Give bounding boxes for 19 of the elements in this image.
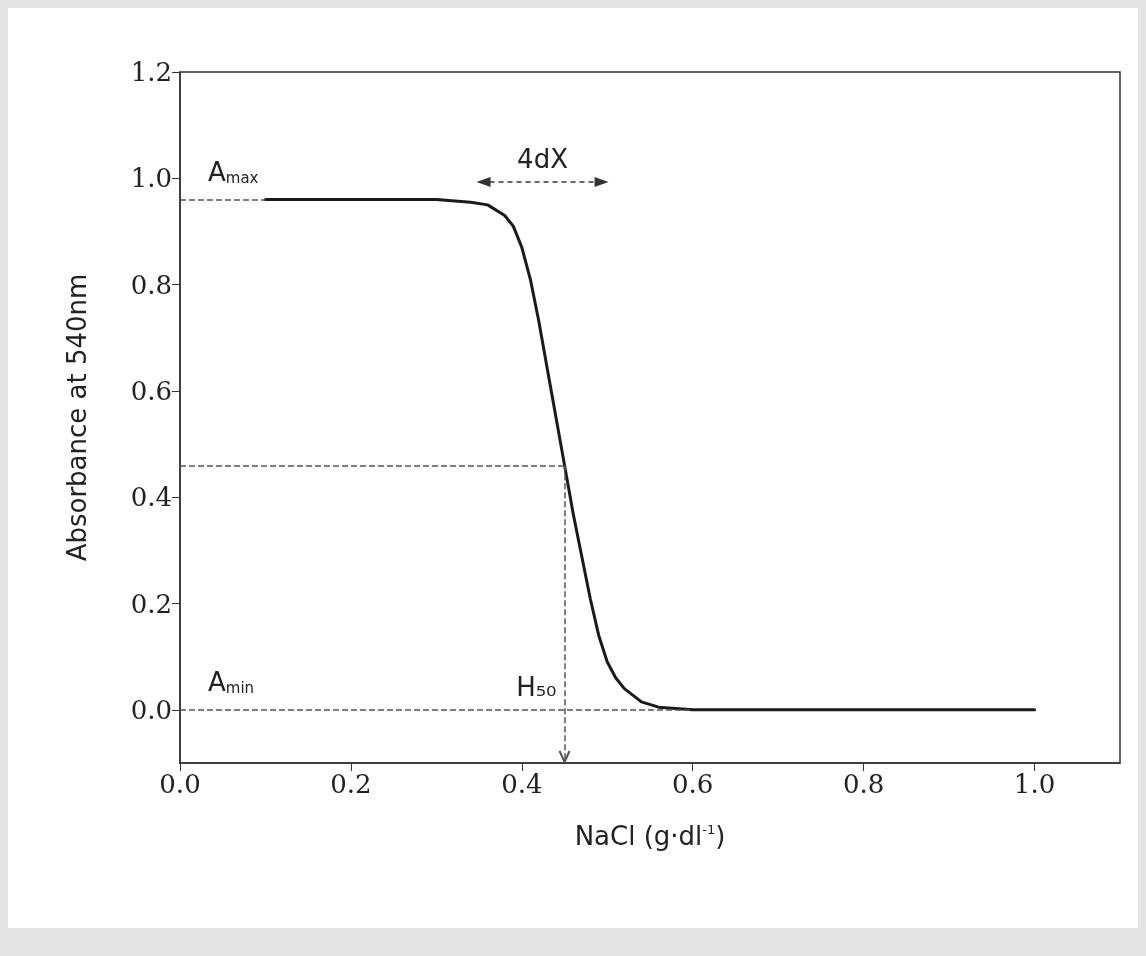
x-tick-label: 1.0 [1013, 769, 1056, 799]
y-axis-title: Absorbance at 540nm [62, 273, 92, 562]
ref-line-label: Amin [208, 667, 255, 698]
x-tick-label: 0.2 [330, 769, 372, 799]
ref-line-label: Amax [208, 157, 259, 188]
y-tick-label: 0.8 [130, 269, 172, 300]
y-tick-label: 0.2 [130, 588, 172, 619]
y-tick-label: 1.2 [130, 57, 172, 87]
y-tick-label: 1.0 [130, 163, 172, 194]
line-series [263, 198, 1037, 712]
y-tick-label: 0.6 [130, 375, 172, 406]
x-tick-label: 0.6 [672, 769, 714, 799]
ref-line-label: H₅₀ [516, 671, 557, 702]
x-tick-label: 0.8 [842, 769, 885, 799]
x-tick-label: 0.4 [501, 769, 543, 799]
y-tick-label: 0.4 [130, 482, 172, 513]
annotation: 4dX [517, 144, 568, 174]
y-tick-label: 0.0 [130, 694, 172, 725]
x-tick-label: 0.0 [159, 769, 201, 799]
